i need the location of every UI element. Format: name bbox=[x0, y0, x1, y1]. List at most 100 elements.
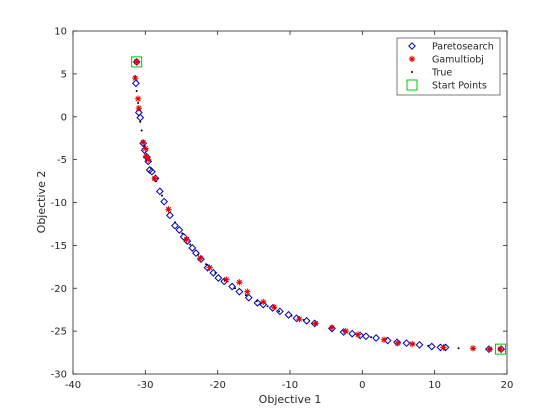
legend-marker bbox=[406, 79, 418, 91]
data-point bbox=[135, 90, 138, 93]
legend-item: True bbox=[411, 68, 452, 79]
legend-item: Gamultiobj bbox=[408, 55, 484, 66]
legend-label: Gamultiobj bbox=[432, 55, 484, 66]
data-point bbox=[394, 339, 401, 347]
data-point bbox=[328, 324, 336, 331]
y-tick-label: -25 bbox=[51, 327, 67, 338]
data-point bbox=[469, 345, 477, 352]
data-point bbox=[142, 145, 149, 152]
data-point bbox=[486, 345, 493, 353]
asterisk-stroke bbox=[244, 289, 250, 295]
axis-ticks bbox=[72, 30, 508, 375]
data-point bbox=[183, 236, 190, 243]
asterisk-stroke bbox=[197, 255, 203, 261]
asterisk-stroke bbox=[145, 157, 151, 163]
x-tick-label: -10 bbox=[282, 380, 298, 391]
y-tick-label: -30 bbox=[51, 370, 67, 381]
legend-marker bbox=[408, 42, 416, 50]
asterisk-stroke bbox=[236, 279, 242, 285]
data-point bbox=[136, 113, 145, 122]
legend: Paretosearch Gamultiobj True Start Points bbox=[396, 37, 501, 96]
legend-label: Paretosearch bbox=[432, 42, 494, 53]
data-point bbox=[228, 282, 237, 291]
legend-item: Start Points bbox=[406, 79, 487, 92]
data-point bbox=[197, 255, 204, 262]
data-point bbox=[160, 194, 163, 197]
asterisk-stroke bbox=[487, 346, 493, 352]
y-tick-label: -15 bbox=[51, 241, 67, 252]
data-point bbox=[140, 129, 143, 132]
legend-label: Start Points bbox=[432, 81, 487, 92]
asterisk-stroke bbox=[355, 331, 361, 338]
y-tick-label: -5 bbox=[57, 155, 67, 166]
y-tick-label: -20 bbox=[51, 284, 67, 295]
data-point bbox=[133, 58, 140, 66]
series-gamultiobj bbox=[132, 58, 504, 353]
asterisk-stroke bbox=[152, 175, 158, 182]
y-tick-label: 0 bbox=[61, 112, 67, 123]
asterisk-stroke bbox=[271, 304, 277, 310]
data-point bbox=[402, 339, 411, 348]
y-tick-label: 5 bbox=[61, 69, 67, 80]
data-point bbox=[348, 329, 357, 338]
y-tick-label: -10 bbox=[51, 198, 67, 209]
legend-item: Paretosearch bbox=[408, 42, 494, 53]
data-point bbox=[270, 303, 278, 311]
asterisk-stroke bbox=[296, 316, 303, 322]
asterisk-stroke bbox=[329, 325, 335, 331]
data-point bbox=[427, 342, 436, 351]
data-point bbox=[302, 316, 311, 325]
data-point bbox=[266, 305, 269, 308]
data-point bbox=[188, 244, 197, 252]
data-point bbox=[244, 288, 251, 295]
asterisk-stroke bbox=[395, 340, 401, 346]
data-point bbox=[183, 237, 192, 245]
x-tick-label: -20 bbox=[209, 380, 225, 391]
data-point bbox=[147, 167, 156, 176]
data-point bbox=[342, 327, 349, 335]
data-point bbox=[284, 310, 293, 319]
asterisk-stroke bbox=[142, 145, 148, 152]
asterisk-stroke bbox=[409, 341, 415, 347]
data-point bbox=[244, 294, 247, 297]
asterisk-stroke bbox=[165, 206, 172, 212]
data-point bbox=[179, 232, 188, 241]
x-tick-label: -40 bbox=[65, 380, 81, 391]
data-point bbox=[409, 340, 416, 348]
data-point bbox=[354, 331, 362, 338]
asterisk-stroke bbox=[343, 328, 349, 334]
data-marks bbox=[131, 56, 506, 355]
data-point bbox=[380, 336, 388, 343]
asterisk-stroke bbox=[207, 265, 213, 271]
data-point bbox=[362, 332, 370, 341]
x-tick-label: 10 bbox=[428, 380, 441, 391]
asterisk-stroke bbox=[136, 105, 142, 111]
data-point bbox=[494, 343, 506, 355]
data-point bbox=[134, 95, 142, 102]
asterisk-stroke bbox=[470, 345, 476, 351]
data-point bbox=[139, 139, 147, 146]
data-point bbox=[440, 344, 447, 351]
data-point bbox=[236, 279, 243, 286]
data-point bbox=[189, 243, 192, 246]
data-point bbox=[140, 146, 149, 155]
data-point bbox=[131, 56, 143, 68]
data-point bbox=[132, 79, 140, 88]
asterisk-stroke bbox=[381, 337, 387, 343]
data-point bbox=[235, 287, 244, 296]
data-point bbox=[166, 211, 174, 220]
asterisk-stroke bbox=[132, 75, 138, 81]
data-point bbox=[370, 336, 373, 339]
asterisk-stroke bbox=[497, 346, 504, 352]
asterisk-stroke bbox=[223, 277, 229, 283]
data-point bbox=[165, 206, 172, 213]
legend-label: True bbox=[431, 68, 452, 79]
asterisk-stroke bbox=[312, 320, 318, 327]
data-point bbox=[292, 314, 301, 323]
y-axis-label: Objective 2 bbox=[35, 171, 48, 234]
x-tick-label: 20 bbox=[501, 380, 514, 391]
data-point bbox=[415, 340, 424, 349]
data-point bbox=[278, 310, 281, 313]
x-axis-label: Objective 1 bbox=[259, 393, 322, 406]
